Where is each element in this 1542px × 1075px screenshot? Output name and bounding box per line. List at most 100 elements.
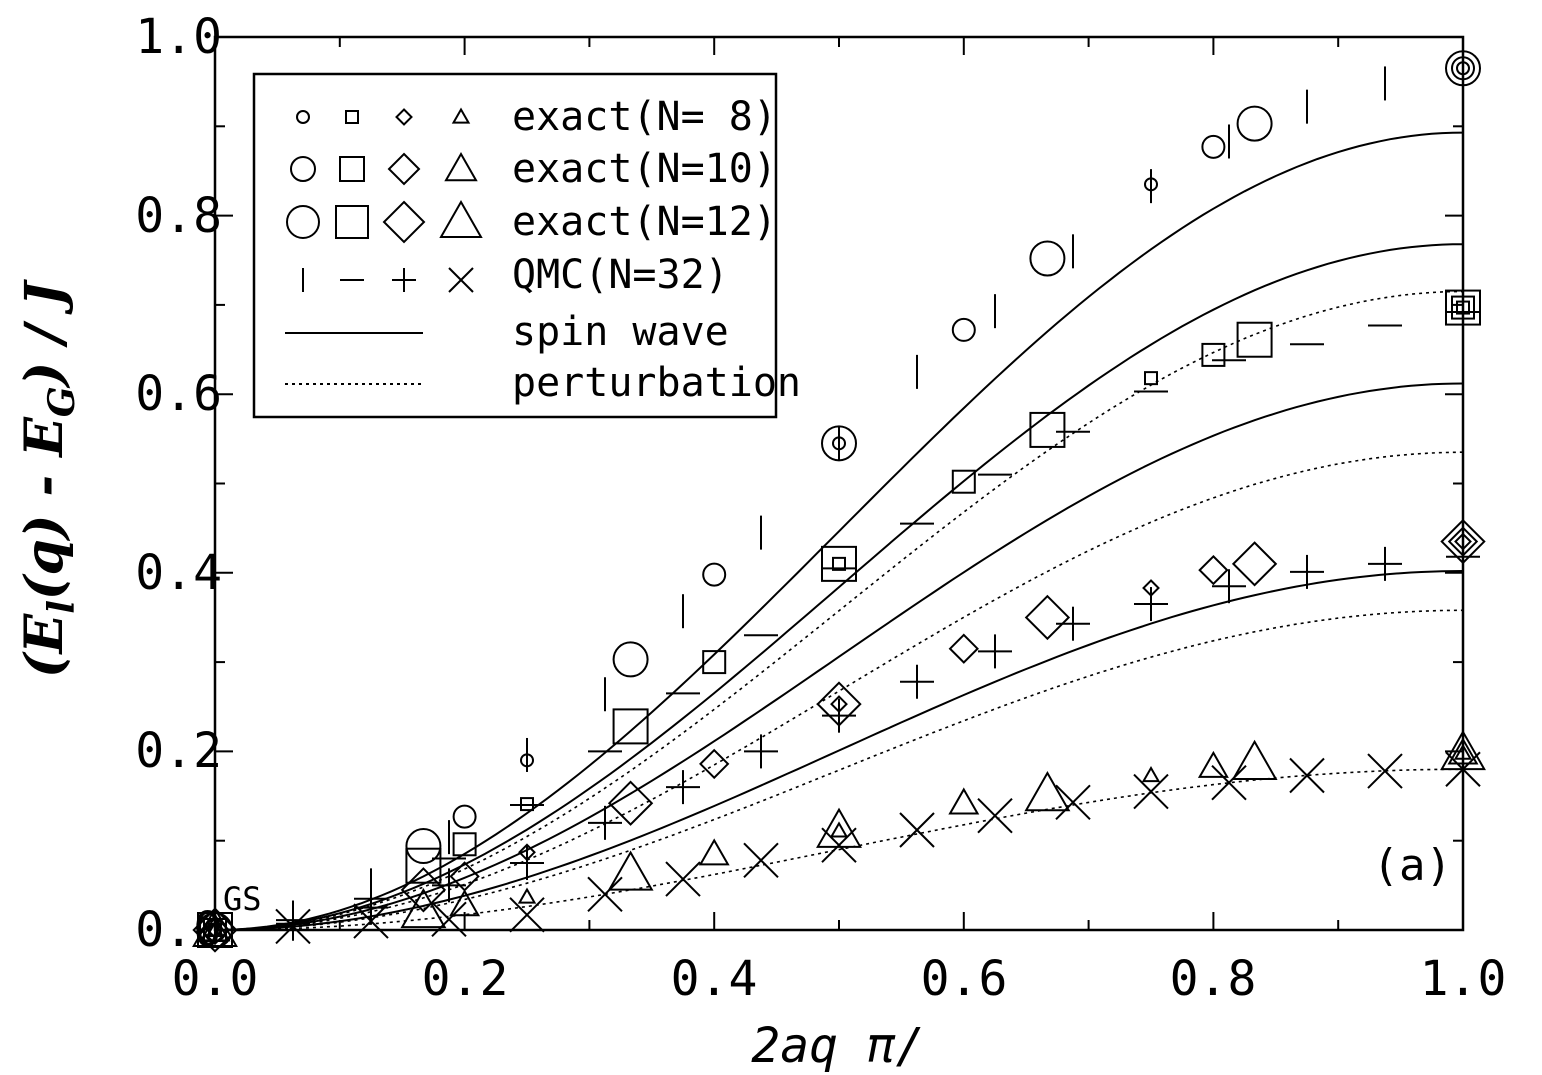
data-point-plus: [666, 770, 700, 805]
legend-marker-triangle: [451, 107, 471, 124]
perturbation-curve: [215, 768, 1463, 931]
data-point-plus: [978, 634, 1012, 669]
x-tick-label: 1.0: [1420, 951, 1507, 1007]
spin-wave-curve: [214, 382, 1464, 931]
data-point-triangle: [948, 787, 980, 815]
data-point-triangle: [816, 807, 862, 848]
x-tick-label: 0.2: [422, 951, 509, 1007]
data-point-diamond: [1198, 554, 1229, 586]
data-point-plus: [1212, 569, 1246, 604]
legend-label: QMC(N=32): [512, 252, 729, 298]
perturbation-curve: [214, 451, 1464, 931]
data-point-plus: [744, 734, 778, 769]
data-point-diamond: [206, 921, 224, 939]
cross-b: [1055, 784, 1091, 821]
legend-label: spin wave: [512, 309, 729, 355]
cross-b: [1289, 757, 1325, 794]
data-point-square: [452, 832, 477, 857]
data-point-plus: [432, 868, 466, 903]
data-point-plus: [1056, 606, 1090, 641]
data-point-plus: [588, 805, 622, 840]
x-axis-title: 2aq π/: [751, 1018, 924, 1074]
plot-frame: [213, 35, 1465, 932]
data-point-square: [1144, 371, 1158, 386]
cross-b: [509, 897, 545, 933]
data-point-triangle: [1141, 765, 1161, 783]
cross-b: [743, 842, 779, 879]
data-point-square: [702, 650, 727, 675]
legend-marker-square: [345, 110, 359, 124]
data-point-square: [821, 545, 857, 582]
legend-marker-diamond: [395, 108, 413, 126]
perturbation-curve: [214, 290, 1464, 931]
cross-b: [821, 827, 857, 863]
x-tick-label: 0.0: [172, 951, 259, 1007]
data-point-triangle: [607, 850, 654, 891]
data-point-cross: [821, 827, 857, 863]
legend-marker-diamond: [382, 200, 426, 244]
cross-b: [899, 812, 935, 848]
data-point-cross: [587, 876, 623, 912]
legend-label: exact(N=12): [512, 199, 777, 245]
y-tick-label: 0.2: [135, 723, 222, 779]
data-point-circle: [951, 317, 976, 342]
data-point-cross: [353, 903, 389, 939]
data-point-plus: [1134, 587, 1168, 622]
data-point-triangle: [449, 889, 481, 917]
data-point-square: [1029, 411, 1066, 448]
legend-marker-square: [339, 156, 365, 182]
data-point-cross: [899, 812, 935, 848]
data-point-circle: [1201, 134, 1226, 159]
spin-wave-curve: [214, 243, 1464, 931]
data-point-triangle: [517, 887, 537, 904]
perturbation-curve: [214, 609, 1464, 931]
data-point-cross: [275, 908, 311, 945]
legend-marker-cross: [448, 267, 474, 293]
data-point-plus: [900, 664, 934, 699]
cross-b: [448, 267, 474, 293]
spin-wave-curve: [214, 570, 1464, 931]
data-point-diamond: [699, 748, 730, 780]
data-point-cross: [1289, 757, 1325, 794]
legend-label: exact(N=10): [512, 146, 777, 192]
data-point-plus: [1290, 554, 1324, 589]
data-point-triangle: [199, 914, 231, 942]
data-point-plus: [510, 846, 544, 881]
data-point-triangle: [1197, 750, 1229, 778]
data-point-circle: [702, 562, 727, 587]
cross-b: [587, 876, 623, 912]
panel-label: (a): [1373, 840, 1452, 891]
gs-annotation: GS: [223, 880, 262, 918]
y-tick-label: 0.6: [135, 366, 222, 422]
data-point-square: [832, 556, 846, 571]
cross-b: [1133, 773, 1169, 810]
legend-box: [252, 72, 778, 419]
legend-marker-circle: [286, 205, 320, 239]
data-point-cross: [1133, 773, 1169, 810]
y-tick-label: 0.8: [135, 188, 222, 244]
data-point-triangle: [400, 887, 447, 929]
legend: exact(N= 8) exact(N=10) exact(N=12) QMC(…: [252, 72, 801, 419]
data-point-cross: [1367, 753, 1403, 789]
x-tick-label: 0.6: [921, 951, 1008, 1007]
y-tick-label: 0.0: [135, 902, 222, 958]
cross-b: [275, 908, 311, 945]
legend-label: exact(N= 8): [512, 94, 777, 140]
data-point-cross: [1211, 764, 1247, 801]
data-point-plus: [354, 890, 388, 925]
data-point-triangle: [1231, 739, 1278, 780]
legend-marker-circle: [296, 110, 310, 124]
data-point-cross: [743, 842, 779, 879]
y-tick-labels: 0.0 0.2 0.4 0.6 0.8 1.0: [135, 9, 222, 958]
cross-b: [665, 861, 701, 897]
legend-marker-plus: [392, 268, 416, 292]
y-axis-title: (El(q) - EG) / J: [14, 279, 83, 678]
cross-b: [977, 797, 1013, 834]
data-point-square: [405, 847, 442, 884]
data-point-cross: [665, 861, 701, 897]
legend-marker-circle: [290, 156, 316, 182]
spin-wave-curve: [214, 131, 1464, 931]
legend-marker-square: [335, 205, 369, 239]
data-point-square: [951, 469, 976, 494]
